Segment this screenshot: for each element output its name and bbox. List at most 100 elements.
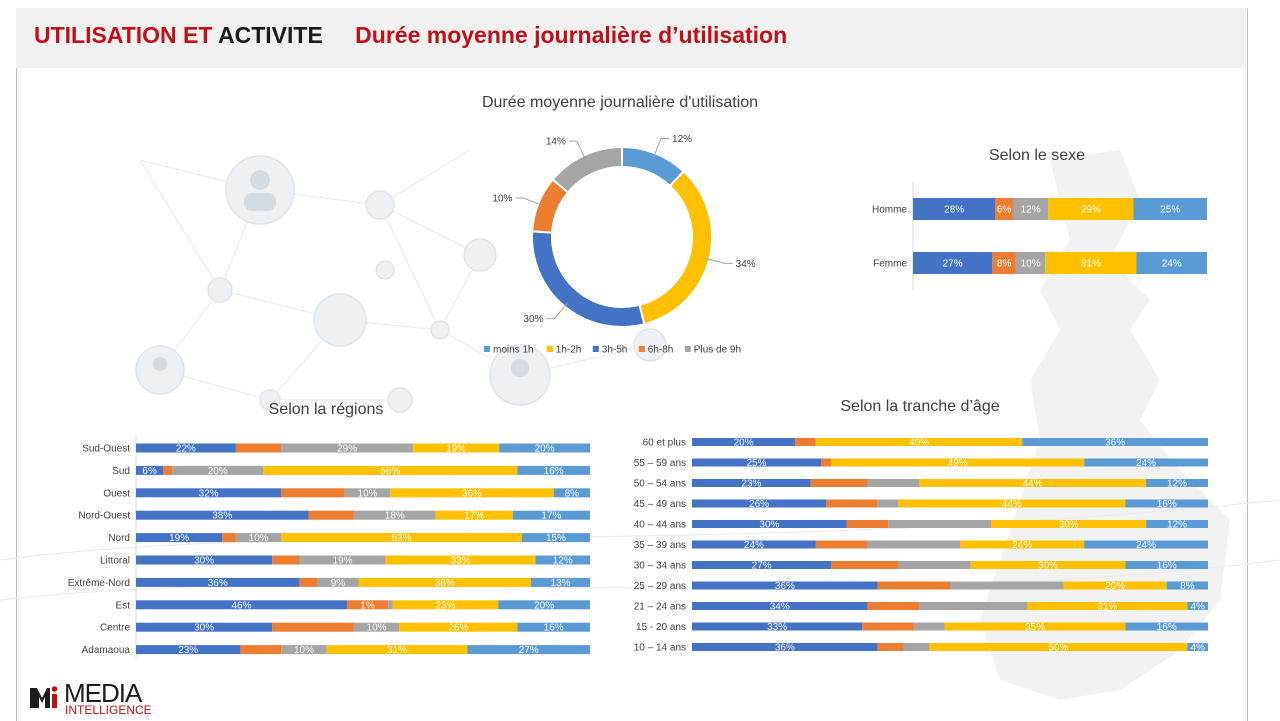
bar-data-label: 24% [744,540,764,551]
bar-segment [308,510,354,520]
bar-segment [136,443,236,453]
category-label: 21 – 24 ans [634,602,686,613]
bar-segment [358,577,531,587]
bar-segment [163,465,173,475]
bar-data-label: 25% [1160,205,1180,216]
donut-data-label: 14% [546,137,566,148]
donut-leader-line [546,302,568,320]
category-label: 30 – 34 ans [634,561,686,572]
media-intelligence-logo: MEDIA INTELLIGENCE [28,678,178,718]
bar-data-label: 50% [1048,643,1068,654]
legend-swatch [592,346,599,352]
bar-data-label: 13% [550,578,570,589]
bar-data-label: 17% [541,511,561,522]
bar-segment [136,465,164,475]
bar-segment [877,499,899,508]
bar-data-label: 16% [1157,561,1177,572]
category-label: 25 – 29 ans [634,581,686,592]
bar-data-label: 17% [464,511,484,522]
bar-data-label: 56% [380,466,400,477]
bar-segment [272,622,354,632]
donut-leader-line [705,257,733,264]
bar-segment [222,533,236,543]
bar-segment [991,520,1147,528]
bar-segment [553,488,590,498]
bar-segment [136,533,223,543]
bar-data-label: 24% [1162,259,1182,270]
donut-leader-line [653,137,670,158]
category-label: Sud [112,466,130,477]
category-label: 50 – 54 ans [634,479,686,490]
bar-segment [867,540,961,549]
bar-segment [535,555,590,565]
bar-segment [867,479,920,487]
bar-segment [815,540,868,549]
donut-chart: 12% 34% 30% 10% 14% [492,134,756,328]
donut-chart-title: Durée moyenne journalière d'utilisation [481,94,759,111]
bar-segment [512,510,590,520]
bar-segment [970,561,1126,569]
bar-segment [299,577,318,587]
bar-data-label: 19% [333,556,353,567]
bar-segment [281,533,522,543]
bar-data-label: 30% [1059,520,1079,531]
bar-data-label: 29% [1081,205,1101,216]
category-label: Est [116,600,131,611]
bar-segment [1084,458,1208,467]
bar-segment [281,443,413,453]
title-part-2: ACTIVITE [218,22,323,48]
category-label: Extrême-Nord [68,578,130,589]
legend-swatch [484,346,490,352]
donut-leader-line [568,140,586,160]
bar-segment [992,252,1016,274]
bar-data-label: 38% [435,578,455,589]
bar-data-label: 53% [392,533,412,544]
donut-data-label: 30% [523,314,543,325]
bar-data-label: 12% [1167,479,1187,490]
bar-data-label: 28% [944,205,964,216]
bar-data-label: 44% [1002,499,1022,510]
bar-segment [326,645,468,655]
bar-data-label: 30% [1038,561,1058,572]
bar-segment [136,600,347,610]
bar-data-label: 24% [1012,540,1032,551]
bar-segment [888,520,992,528]
bar-segment [692,622,863,631]
bar-data-label: 36% [775,581,795,592]
bar-data-label: 20% [734,438,754,449]
legend-entry: Plus de 9h [694,345,741,356]
category-label: 45 – 49 ans [634,499,686,510]
bar-segment [136,622,273,632]
bar-segment [862,622,914,631]
legend-entry: 1h-2h [556,345,582,356]
bar-segment [385,555,536,565]
bar-segment [913,622,945,631]
bar-data-label: 30% [194,623,214,634]
legend-swatch [546,346,553,352]
bar-data-label: 33% [767,622,787,633]
bar-data-label: 20% [534,600,554,611]
bar-data-label: 8% [565,488,580,499]
bar-segment [821,458,832,467]
bar-segment [831,458,1085,467]
category-label: Femme [873,259,907,270]
donut-data-label: 12% [672,134,692,145]
donut-slice-plus-de-9h [551,145,623,194]
bar-data-label: 22% [176,444,196,455]
bar-segment [299,555,386,565]
bar-segment [692,499,827,508]
donut-slice-3h-5h [531,230,646,328]
bar-data-label: 23% [436,600,456,611]
bar-segment [517,465,590,475]
bar-data-label: 12% [1167,520,1187,531]
logo-text-media: MEDIA [64,678,142,708]
bar-data-label: 12% [553,556,573,567]
bar-data-label: 6% [997,205,1012,216]
bar-segment [1012,198,1049,220]
bar-segment [235,533,282,543]
bar-segment [344,488,391,498]
bar-segment [903,643,930,651]
bar-segment [826,499,878,508]
bar-segment [1084,540,1208,549]
bar-data-label: 16% [1157,499,1177,510]
